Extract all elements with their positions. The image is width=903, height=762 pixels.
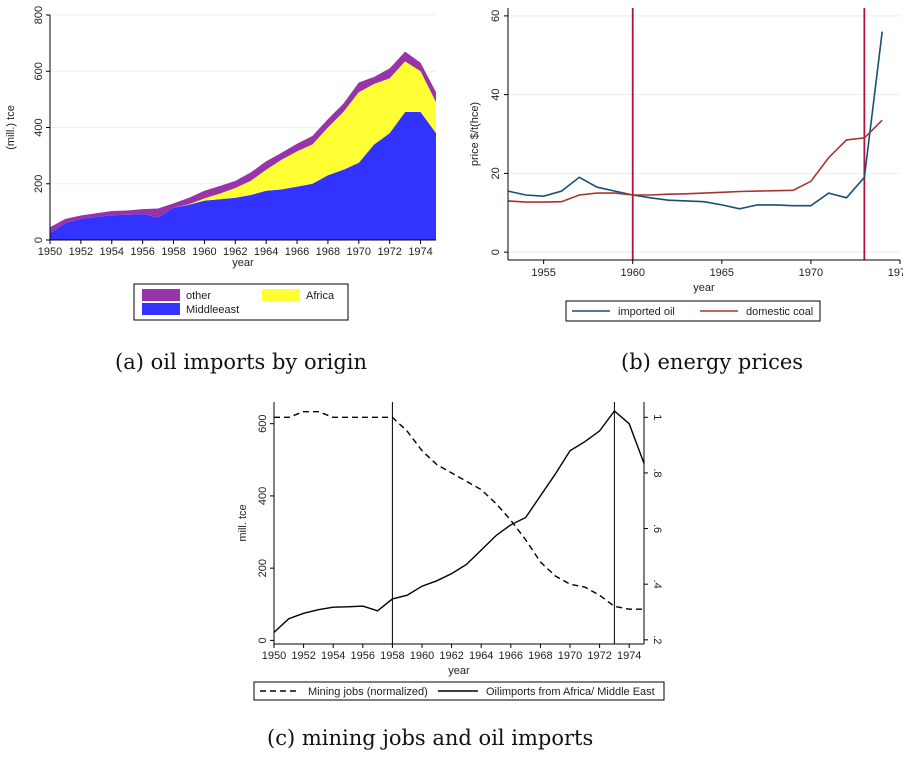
legend-swatch-africa [262, 289, 300, 301]
x-tick-label: 1974 [617, 650, 641, 662]
y-tick-label: 200 [33, 175, 45, 193]
x-tick-label: 1970 [799, 267, 823, 279]
caption-a: (a) oil imports by origin [115, 350, 368, 374]
x-tick-label: 1958 [380, 650, 404, 662]
x-tick-label: 1964 [469, 650, 493, 662]
energy-prices-line-chart: 0 20 40 60 1955 1960 1965 1970 1975 year price $/t… [469, 8, 903, 322]
x-tick-label: 1960 [410, 650, 434, 662]
x-tick-label: 1974 [408, 246, 432, 258]
y2-tick-label: 1 [651, 414, 663, 420]
y-tick-label: 0 [257, 637, 269, 643]
line-domestic-coal [507, 119, 883, 203]
x-tick-label: 1954 [321, 650, 345, 662]
x-tick-label: 1960 [192, 246, 216, 258]
x-tick-label: 1960 [620, 267, 644, 279]
legend-label: imported oil [618, 306, 675, 318]
mining-jobs-oil-imports-chart: 0 200 400 600 mill. tce .2 .4 .6 .8 1 1950 1952 1954… [237, 402, 665, 701]
legend-label-other: other [186, 290, 211, 302]
y2-tick-label: .2 [651, 635, 663, 644]
x-tick-label: 1975 [888, 267, 903, 279]
area-middleeast [50, 112, 436, 240]
plot-area [508, 8, 900, 260]
y-tick-label: 20 [490, 167, 502, 179]
x-tick-label: 1966 [499, 650, 523, 662]
y-tick-label: 0 [490, 249, 502, 255]
legend-swatch-other [142, 289, 180, 301]
x-tick-label: 1956 [130, 246, 154, 258]
x-tick-label: 1970 [347, 246, 371, 258]
x-tick-label: 1962 [223, 246, 247, 258]
y-axis-title: (mill.) tce [5, 105, 17, 150]
x-tick-label: 1968 [316, 246, 340, 258]
x-tick-label: 1950 [262, 650, 286, 662]
x-axis-title: year [232, 257, 254, 269]
y-tick-label: 0 [33, 237, 45, 243]
line-mining-jobs [274, 411, 644, 610]
legend-label: Oilimports from Africa/ Middle East [486, 686, 655, 698]
y-tick-label: 40 [490, 89, 502, 101]
area-other [50, 51, 436, 233]
x-tick-label: 1958 [161, 246, 185, 258]
y-tick-label: 200 [257, 559, 269, 577]
y-tick-label: 800 [33, 6, 45, 24]
x-tick-label: 1952 [291, 650, 315, 662]
x-tick-label: 1970 [558, 650, 582, 662]
y2-tick-label: .4 [651, 580, 663, 589]
x-tick-label: 1956 [351, 650, 375, 662]
x-tick-label: 1952 [69, 246, 93, 258]
legend-box [565, 300, 821, 322]
x-tick-label: 1955 [531, 267, 555, 279]
x-axis-title: year [448, 665, 470, 677]
caption-c: (c) mining jobs and oil imports [267, 726, 594, 750]
x-tick-label: 1972 [587, 650, 611, 662]
y-tick-label: 400 [257, 487, 269, 505]
line-imported-oil [507, 31, 883, 210]
legend-label: domestic coal [746, 306, 813, 318]
x-tick-label: 1966 [285, 246, 309, 258]
x-tick-label: 1968 [528, 650, 552, 662]
y2-tick-label: .6 [651, 524, 663, 533]
x-tick-label: 1972 [377, 246, 401, 258]
caption-b: (b) energy prices [621, 350, 804, 374]
x-tick-label: 1962 [439, 650, 463, 662]
oil-imports-area-chart: 0 200 400 600 800 1950 1952 1954 1956 1958 1960 196… [5, 6, 436, 321]
y-axis-title: mill. tce [237, 504, 249, 541]
area-africa [50, 61, 436, 234]
line-oil-imports [273, 409, 645, 633]
x-tick-label: 1965 [710, 267, 734, 279]
y-axis-title: price $/t(hce) [469, 102, 481, 166]
legend-label-africa: Africa [306, 290, 335, 302]
y-tick-label: 600 [257, 414, 269, 432]
x-tick-label: 1950 [38, 246, 62, 258]
x-tick-label: 1954 [100, 246, 124, 258]
y2-tick-label: .8 [651, 468, 663, 477]
legend-label-middleeast: Middleeast [186, 304, 239, 316]
x-tick-label: 1964 [254, 246, 278, 258]
legend-label: Mining jobs (normalized) [308, 686, 428, 698]
y-tick-label: 400 [33, 118, 45, 136]
y-tick-label: 600 [33, 62, 45, 80]
legend-swatch-middleeast [142, 303, 180, 315]
x-axis-title: year [693, 282, 715, 294]
y-tick-label: 60 [490, 10, 502, 22]
